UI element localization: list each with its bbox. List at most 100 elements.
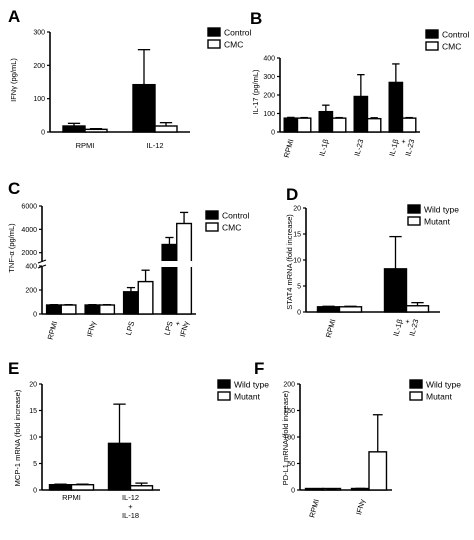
legend-swatch — [207, 27, 221, 37]
y-tick-label: 300 — [33, 30, 45, 37]
bar-control — [388, 81, 404, 133]
y-tick-label: 10 — [293, 258, 301, 265]
bar-break-gap — [161, 261, 178, 267]
y-tick-label: 200 — [25, 288, 37, 295]
x-category-label: LPS — [162, 320, 174, 336]
x-category-label: IL-1β — [387, 138, 400, 158]
y-tick-label: 4000 — [21, 227, 37, 234]
x-category-label: IFNγ — [178, 320, 191, 338]
panel-letter: D — [286, 185, 298, 204]
legend-swatch — [205, 222, 219, 232]
y-tick-label: 200 — [33, 63, 45, 70]
y-tick-label: 300 — [263, 74, 275, 81]
bar-mutant — [338, 306, 363, 313]
y-tick-label: 20 — [293, 206, 301, 213]
legend-entry: Wild type — [424, 205, 459, 215]
legend-entry: CMC — [222, 223, 241, 233]
legend-swatch — [205, 210, 219, 220]
panel-letter: A — [8, 7, 20, 26]
legend-swatch — [409, 391, 423, 401]
bar-mutant — [70, 484, 95, 491]
y-tick-label: 5 — [33, 461, 37, 468]
panel-letter: B — [250, 9, 262, 28]
x-category-label: IL-23 — [407, 318, 420, 337]
x-category-label: IL-12 — [146, 141, 163, 150]
y-axis-label: IFNγ (pg/mL) — [9, 58, 18, 102]
bar-cmc — [154, 125, 178, 133]
bar-control — [45, 304, 62, 315]
x-category-label: IFNγ — [85, 320, 98, 338]
panel-c: C 0 200 400 2000 4000 6000 TNF-α (pg/mL) RPMI IFN… — [7, 179, 250, 341]
x-category-label: RPMI — [46, 320, 60, 340]
bar-cmc — [401, 117, 417, 133]
bar-cmc — [176, 222, 193, 315]
y-tick-label: 20 — [29, 382, 37, 389]
y-tick-label: 200 — [283, 382, 295, 389]
y-tick-label: 15 — [293, 232, 301, 239]
bar-mutant — [368, 451, 388, 491]
y-tick-label: 6000 — [21, 204, 37, 211]
y-tick-label: 5 — [297, 284, 301, 291]
legend-entry: Control — [442, 30, 470, 40]
x-category-label: RPMI — [282, 138, 296, 158]
legend-entry: Control — [224, 28, 252, 38]
bar-control — [353, 95, 369, 133]
bar-cmc — [99, 304, 116, 315]
panel-e: E 0 5 10 15 20 MCP-1 mRNA (fold increase) RPMI I… — [8, 359, 269, 520]
y-axis-label: PD-L1 mRNA (fold increase) — [281, 390, 290, 485]
y-tick-label: 50 — [287, 461, 295, 468]
legend-entry: Wild type — [426, 380, 461, 390]
x-category-label: IL-1β — [317, 138, 330, 158]
legend-swatch — [407, 216, 421, 226]
x-category-label: IL-23 — [352, 138, 365, 157]
x-category-label: LPS — [124, 320, 136, 336]
bar-wild-type — [383, 268, 408, 313]
y-tick-label: 200 — [263, 93, 275, 100]
bar-control — [318, 110, 334, 133]
bar-break-gap — [175, 261, 193, 267]
legend-entry: Mutant — [424, 217, 451, 227]
y-tick-label: 100 — [33, 96, 45, 103]
legend-entry: Mutant — [426, 392, 453, 402]
y-tick-label: 10 — [29, 435, 37, 442]
bar-cmc — [84, 128, 108, 133]
legend-swatch — [425, 29, 439, 39]
y-tick-label: 0 — [291, 488, 295, 495]
bar-control — [62, 125, 86, 133]
x-category-label: + — [128, 502, 133, 511]
x-category-label: + — [403, 318, 413, 325]
legend-swatch — [217, 391, 231, 401]
panel-letter: C — [8, 179, 20, 198]
bar-mutant — [129, 485, 154, 491]
y-tick-label: 400 — [263, 56, 275, 63]
legend-swatch — [425, 41, 439, 51]
legend-entry: CMC — [442, 42, 461, 52]
legend-swatch — [409, 379, 423, 389]
y-axis-label: MCP-1 mRNA (fold increase) — [13, 389, 22, 486]
legend-swatch — [207, 39, 221, 49]
axis-break-mark — [37, 259, 47, 264]
x-category-label: RPMI — [76, 141, 95, 150]
panel-a: A 0 100 200 300 IFNγ (pg/mL) RPMI IL-12 Control C… — [8, 7, 252, 150]
legend-swatch — [217, 379, 231, 389]
bar-control — [161, 243, 178, 315]
x-category-label: IFNγ — [354, 498, 367, 516]
x-category-label: RPMI — [324, 318, 338, 338]
x-category-label: IL-1β — [391, 318, 404, 338]
x-category-label: IL-18 — [122, 511, 139, 520]
legend-entry: CMC — [224, 40, 243, 50]
y-tick-label: 0 — [33, 312, 37, 319]
x-category-label: IL-23 — [403, 138, 416, 157]
legend-entry: Mutant — [234, 392, 261, 402]
y-tick-label: 15 — [29, 408, 37, 415]
y-tick-label: 0 — [297, 310, 301, 317]
y-tick-label: 150 — [283, 408, 295, 415]
bar-cmc — [296, 117, 312, 133]
x-category-label: + — [399, 138, 409, 145]
x-category-label: + — [173, 320, 183, 327]
y-tick-label: 0 — [33, 488, 37, 495]
bar-wild-type — [107, 442, 132, 491]
